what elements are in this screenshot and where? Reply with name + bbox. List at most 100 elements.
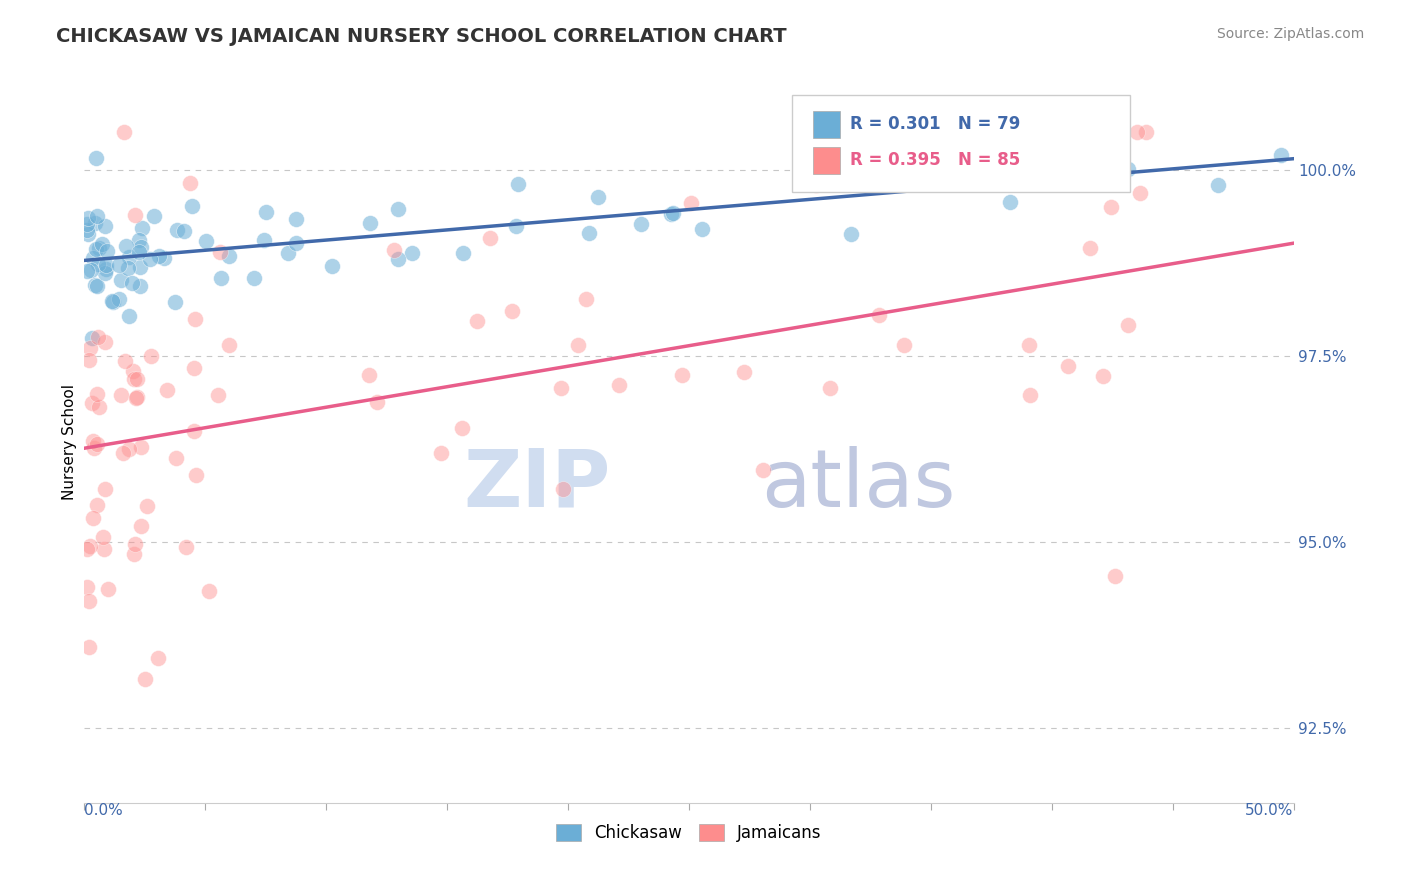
- Point: [998, 195, 1021, 210]
- Point: [76, 223, 98, 237]
- Point: [79, 262, 101, 277]
- Point: [183, 425, 205, 439]
- Point: [567, 338, 589, 352]
- Point: [1206, 178, 1229, 192]
- FancyBboxPatch shape: [792, 95, 1130, 193]
- Point: [209, 271, 232, 285]
- Point: [129, 240, 152, 254]
- Point: [155, 383, 177, 397]
- Point: [681, 195, 703, 210]
- Point: [77, 640, 100, 654]
- Point: [76, 581, 98, 595]
- Point: [501, 303, 523, 318]
- Point: [1019, 388, 1042, 402]
- Point: [87, 241, 110, 255]
- Point: [76, 263, 98, 277]
- Point: [387, 202, 409, 216]
- Point: [173, 224, 195, 238]
- Text: R = 0.395   N = 85: R = 0.395 N = 85: [849, 152, 1019, 169]
- Point: [165, 450, 187, 465]
- Point: [82, 251, 104, 265]
- Point: [121, 277, 143, 291]
- Point: [131, 220, 153, 235]
- Point: [118, 442, 141, 457]
- Point: [143, 209, 166, 223]
- Point: [108, 258, 131, 272]
- Point: [183, 360, 205, 375]
- Point: [253, 233, 276, 247]
- Text: atlas: atlas: [762, 446, 956, 524]
- Point: [77, 211, 100, 225]
- Point: [321, 259, 343, 273]
- Point: [194, 234, 217, 248]
- Point: [550, 380, 572, 394]
- Point: [93, 541, 115, 556]
- Point: [450, 420, 472, 434]
- Point: [218, 250, 240, 264]
- Point: [752, 463, 775, 477]
- Point: [93, 530, 115, 544]
- Point: [129, 278, 152, 293]
- Point: [359, 368, 381, 383]
- Point: [671, 368, 693, 382]
- Point: [184, 468, 207, 483]
- Point: [198, 583, 221, 598]
- Point: [117, 261, 139, 276]
- Point: [125, 390, 148, 404]
- Point: [209, 244, 232, 259]
- Point: [181, 199, 204, 213]
- Point: [174, 541, 197, 555]
- Point: [125, 372, 148, 386]
- Point: [285, 212, 308, 227]
- Point: [1092, 369, 1115, 384]
- Point: [163, 295, 186, 310]
- Point: [128, 244, 150, 259]
- Point: [146, 651, 169, 665]
- Point: [578, 226, 600, 240]
- Point: [359, 216, 381, 230]
- Point: [128, 260, 150, 274]
- Text: CHICKASAW VS JAMAICAN NURSERY SCHOOL CORRELATION CHART: CHICKASAW VS JAMAICAN NURSERY SCHOOL COR…: [56, 27, 787, 45]
- Point: [114, 238, 136, 252]
- Point: [124, 536, 146, 550]
- Point: [1135, 125, 1157, 139]
- Point: [508, 177, 530, 191]
- Point: [1018, 337, 1040, 351]
- Point: [1062, 148, 1084, 162]
- Point: [1270, 148, 1292, 162]
- Point: [87, 257, 110, 271]
- Point: [83, 216, 105, 230]
- Point: [86, 278, 108, 293]
- Point: [1078, 241, 1101, 255]
- Point: [83, 278, 105, 293]
- Point: [479, 230, 502, 244]
- Point: [118, 309, 141, 323]
- Point: [254, 205, 277, 219]
- Point: [1099, 200, 1122, 214]
- Point: [893, 337, 915, 351]
- Point: [553, 482, 575, 496]
- Point: [77, 227, 100, 241]
- Point: [609, 378, 631, 392]
- Point: [129, 440, 152, 454]
- Point: [118, 251, 141, 265]
- Point: [659, 207, 682, 221]
- Point: [86, 436, 108, 450]
- Point: [179, 176, 201, 190]
- Point: [207, 388, 229, 402]
- Point: [101, 294, 124, 309]
- Point: [107, 292, 129, 306]
- Point: [82, 330, 104, 344]
- Point: [76, 541, 98, 556]
- Point: [1062, 148, 1084, 162]
- Point: [284, 236, 307, 251]
- Point: [134, 672, 156, 686]
- Point: [111, 446, 134, 460]
- Point: [79, 342, 101, 356]
- Point: [114, 354, 136, 368]
- Point: [97, 582, 120, 597]
- Point: [963, 125, 986, 139]
- Y-axis label: Nursery School: Nursery School: [62, 384, 77, 500]
- Point: [387, 252, 409, 266]
- Point: [112, 125, 135, 139]
